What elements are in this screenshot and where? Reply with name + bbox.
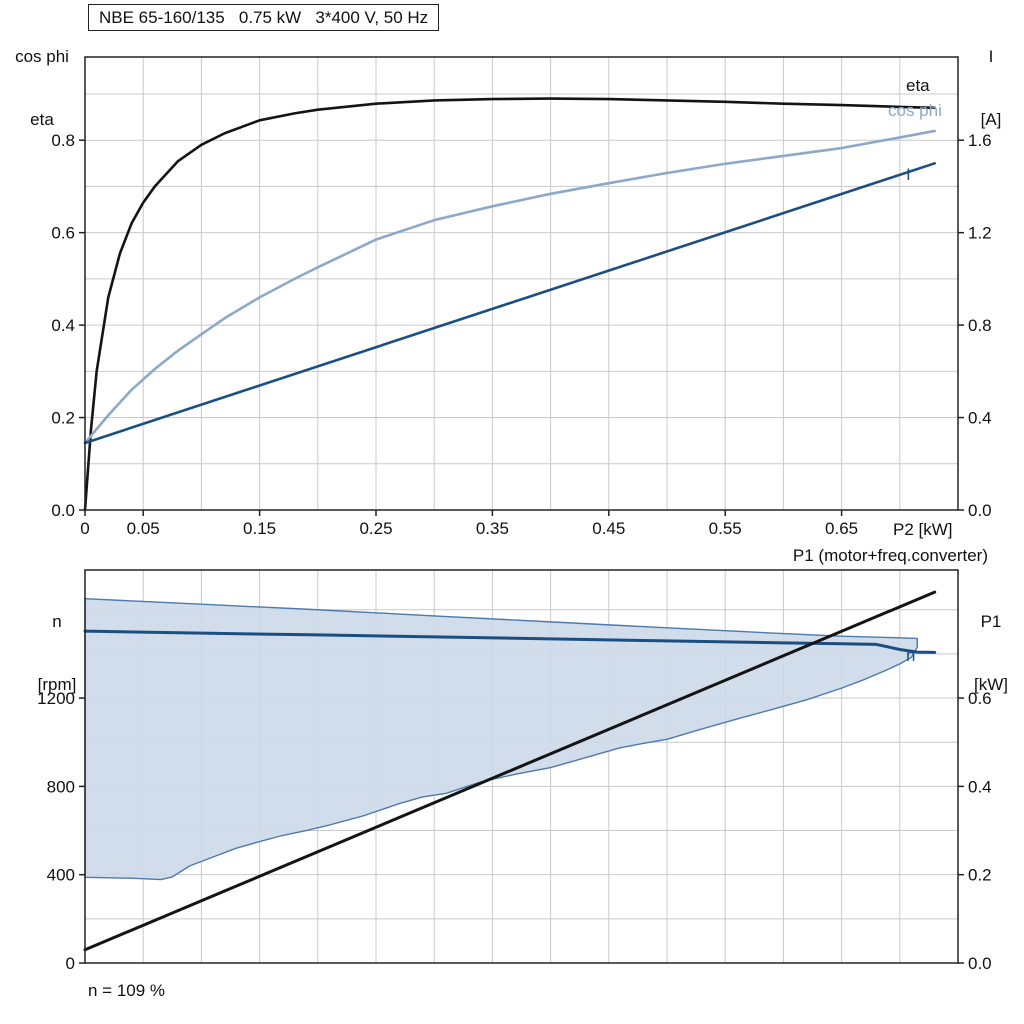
bottom-series-n: [83, 629, 937, 654]
bottom-yleft-tick-label: 0: [66, 954, 75, 973]
current-curve-label: I: [906, 165, 911, 184]
top-yleft-tick-label: 0.6: [51, 224, 75, 243]
top-x-tick-label: 0.05: [127, 519, 160, 538]
speed-unit-label: [rpm]: [37, 675, 77, 694]
current-unit-label: [A]: [980, 110, 1002, 129]
top-x-tick-label: 0.25: [359, 519, 392, 538]
cosphi-curve-label: cos phi: [888, 101, 942, 120]
bottom-yright-tick-label: 0.2: [968, 866, 992, 885]
bottom-right-axis-title: P1 [kW]: [964, 569, 1018, 737]
top-x-tick-label: 0: [80, 519, 89, 538]
top-left-axis-title: cos phi eta: [6, 4, 78, 172]
top-yright-tick-label: 1.2: [968, 224, 992, 243]
pump-title-box: NBE 65-160/135 0.75 kW 3*400 V, 50 Hz: [88, 4, 440, 31]
top-x-tick-label: 0.35: [476, 519, 509, 538]
eta-axis-label: eta: [30, 110, 54, 129]
bottom-left-axis-title: n [rpm]: [26, 569, 88, 737]
top-yright-tick-label: 1.6: [968, 131, 992, 150]
top-yright-tick-label: 0.8: [968, 316, 992, 335]
top-x-tick-label: 0.55: [709, 519, 742, 538]
top-x-tick-label: 0.65: [825, 519, 858, 538]
top-series-eta: [83, 97, 937, 512]
top-yright-tick-label: 0.0: [968, 501, 992, 520]
top-x-tick-label: 0.15: [243, 519, 276, 538]
top-yright-tick-label: 0.4: [968, 409, 992, 428]
top-yleft-tick-label: 0.2: [51, 409, 75, 428]
speed-range-band: [84, 598, 918, 881]
current-axis-label: I: [988, 47, 994, 66]
top-yleft-tick-label: 0.0: [51, 501, 75, 520]
top-right-axis-title: I [A]: [966, 4, 1016, 172]
bottom-series-p1: [83, 590, 937, 952]
p1-unit-label: [kW]: [974, 675, 1008, 694]
bottom-yleft-tick-label: 800: [47, 777, 75, 796]
speed-axis-label: n: [52, 612, 62, 631]
p2-axis-label: P2 [kW]: [893, 520, 953, 539]
cosphi-axis-label: cos phi: [15, 47, 69, 66]
speed-percent-footnote: n = 109 %: [88, 981, 166, 1000]
top-x-tick-label: 0.45: [592, 519, 625, 538]
bottom-yright-tick-label: 0.0: [968, 954, 992, 973]
top-series-cos-phi: [83, 129, 937, 445]
p1-curve-label: P1 (motor+freq.converter): [792, 546, 988, 565]
top-series-i: [83, 162, 937, 445]
bottom-yright-tick-label: 0.4: [968, 777, 992, 796]
p1-axis-label: P1: [980, 612, 1002, 631]
top-yleft-tick-label: 0.8: [51, 131, 75, 150]
n-curve-label: n: [906, 646, 916, 665]
bottom-yright-tick-label: 0.6: [968, 689, 992, 708]
bottom-plot-frame: [84, 569, 959, 964]
top-yleft-tick-label: 0.4: [51, 316, 75, 335]
eta-curve-label: eta: [906, 76, 930, 95]
top-plot-frame: [84, 56, 959, 511]
bottom-yleft-tick-label: 400: [47, 866, 75, 885]
bottom-yleft-tick-label: 1200: [37, 689, 75, 708]
